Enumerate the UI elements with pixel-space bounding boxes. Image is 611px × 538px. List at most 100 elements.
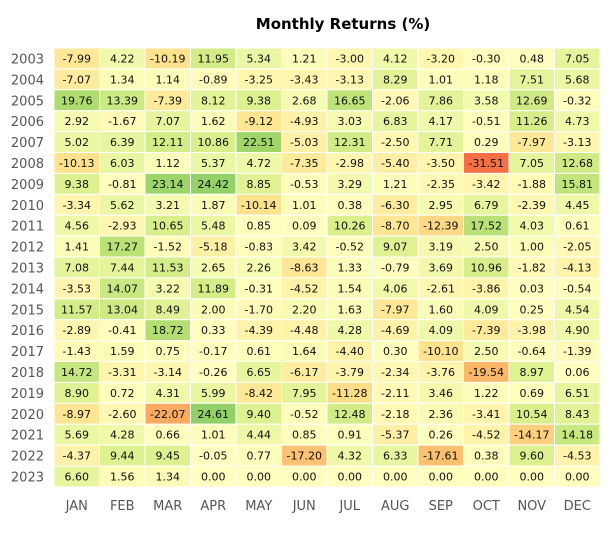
chart-title: Monthly Returns (%) bbox=[256, 15, 430, 33]
cell-value-2022-jun: -17.20 bbox=[287, 450, 322, 463]
cell-value-2015-dec: 4.54 bbox=[565, 303, 590, 316]
cell-value-2008-mar: 1.12 bbox=[156, 157, 181, 170]
cell-value-2018-feb: -3.31 bbox=[108, 366, 136, 379]
cell-value-2022-oct: 0.38 bbox=[474, 450, 499, 463]
cell-value-2010-apr: 1.87 bbox=[201, 199, 226, 212]
cell-value-2020-oct: -3.41 bbox=[472, 408, 500, 421]
cell-value-2017-aug: 0.30 bbox=[383, 345, 408, 358]
month-label-may: MAY bbox=[245, 499, 272, 514]
cell-value-2019-feb: 0.72 bbox=[110, 387, 135, 400]
cell-value-2003-aug: 4.12 bbox=[383, 52, 408, 65]
cell-value-2004-sep: 1.01 bbox=[429, 73, 454, 86]
month-label-mar: MAR bbox=[153, 499, 182, 514]
cell-value-2020-aug: -2.18 bbox=[381, 408, 409, 421]
cell-value-2010-oct: 6.79 bbox=[474, 199, 499, 212]
cell-value-2003-sep: -3.20 bbox=[427, 52, 455, 65]
cell-value-2016-jan: -2.89 bbox=[63, 324, 91, 337]
cell-value-2014-jan: -3.53 bbox=[63, 282, 91, 295]
cell-value-2016-sep: 4.09 bbox=[429, 324, 454, 337]
cell-value-2021-jan: 5.69 bbox=[65, 429, 90, 442]
year-axis-labels: 2003 2004 2005 2006 2007 2008 2009 2010 2011 2012… bbox=[11, 52, 44, 485]
cell-value-2018-oct: -19.54 bbox=[469, 366, 504, 379]
year-label-2012: 2012 bbox=[11, 241, 44, 256]
cell-value-2023-dec: 0.00 bbox=[565, 470, 590, 483]
cell-value-2016-mar: 18.72 bbox=[152, 324, 184, 337]
cell-value-2006-nov: 11.26 bbox=[516, 115, 548, 128]
month-label-jun: JUN bbox=[292, 499, 316, 514]
cell-value-2013-sep: 3.69 bbox=[429, 261, 454, 274]
cell-value-2019-mar: 4.31 bbox=[156, 387, 181, 400]
cell-value-2014-dec: -0.54 bbox=[563, 282, 591, 295]
cell-value-2019-sep: 3.46 bbox=[429, 387, 454, 400]
cell-value-2009-jan: 9.38 bbox=[65, 178, 90, 191]
cell-value-2013-nov: -1.82 bbox=[518, 261, 546, 274]
cell-value-2005-may: 9.38 bbox=[247, 94, 272, 107]
month-label-jan: JAN bbox=[65, 499, 88, 514]
cell-value-2008-feb: 6.03 bbox=[110, 157, 135, 170]
cell-value-2015-sep: 1.60 bbox=[429, 303, 454, 316]
cell-value-2010-jul: 0.38 bbox=[338, 199, 363, 212]
year-label-2018: 2018 bbox=[11, 366, 44, 381]
cell-value-2020-may: 9.40 bbox=[247, 408, 272, 421]
cell-value-2023-sep: 0.00 bbox=[429, 470, 454, 483]
cell-value-2013-oct: 10.96 bbox=[471, 261, 503, 274]
cell-value-2013-aug: -0.79 bbox=[381, 261, 409, 274]
cell-value-2016-oct: -7.39 bbox=[472, 324, 500, 337]
cell-value-2021-nov: -14.17 bbox=[514, 429, 549, 442]
year-label-2008: 2008 bbox=[11, 157, 44, 172]
cell-value-2015-apr: 2.00 bbox=[201, 303, 226, 316]
cell-value-2017-may: 0.61 bbox=[247, 345, 272, 358]
cell-value-2021-oct: -4.52 bbox=[472, 429, 500, 442]
cell-value-2008-may: 4.72 bbox=[247, 157, 272, 170]
cell-value-2018-dec: 0.06 bbox=[565, 366, 590, 379]
cell-value-2004-oct: 1.18 bbox=[474, 73, 499, 86]
cell-value-2007-jul: 12.31 bbox=[334, 136, 366, 149]
cell-value-2021-mar: 0.66 bbox=[156, 429, 181, 442]
cell-value-2011-jul: 10.26 bbox=[334, 220, 366, 233]
cell-value-2010-jun: 1.01 bbox=[292, 199, 317, 212]
cell-value-2004-nov: 7.51 bbox=[520, 73, 545, 86]
cell-value-2016-dec: 4.90 bbox=[565, 324, 590, 337]
year-label-2017: 2017 bbox=[11, 345, 44, 360]
cell-value-2020-feb: -2.60 bbox=[108, 408, 136, 421]
cell-value-2003-nov: 0.48 bbox=[520, 52, 545, 65]
cell-value-2022-nov: 9.60 bbox=[520, 450, 545, 463]
month-label-feb: FEB bbox=[110, 499, 135, 514]
year-label-2003: 2003 bbox=[11, 52, 44, 67]
cell-value-2009-may: 8.85 bbox=[247, 178, 272, 191]
cell-value-2014-oct: -3.86 bbox=[472, 282, 500, 295]
month-label-sep: SEP bbox=[429, 499, 453, 514]
cell-value-2008-sep: -3.50 bbox=[427, 157, 455, 170]
cell-value-2003-jun: 1.21 bbox=[292, 52, 317, 65]
cell-value-2013-jul: 1.33 bbox=[338, 261, 363, 274]
cell-value-2007-apr: 10.86 bbox=[198, 136, 230, 149]
cell-value-2012-jun: 3.42 bbox=[292, 241, 317, 254]
year-label-2023: 2023 bbox=[11, 470, 44, 485]
cell-value-2021-jul: 0.91 bbox=[338, 429, 363, 442]
cell-value-2006-aug: 6.83 bbox=[383, 115, 408, 128]
month-label-jul: JUL bbox=[338, 499, 360, 514]
cell-value-2003-may: 5.34 bbox=[247, 52, 272, 65]
year-label-2007: 2007 bbox=[11, 136, 44, 151]
cell-value-2011-sep: -12.39 bbox=[423, 220, 458, 233]
cell-value-2004-mar: 1.14 bbox=[156, 73, 181, 86]
cell-value-2007-may: 22.51 bbox=[243, 136, 275, 149]
cell-value-2014-nov: 0.03 bbox=[520, 282, 545, 295]
cell-value-2022-jul: 4.32 bbox=[338, 450, 363, 463]
cell-value-2005-aug: -2.06 bbox=[381, 94, 409, 107]
cell-value-2016-may: -4.39 bbox=[245, 324, 273, 337]
cell-value-2015-may: -1.70 bbox=[245, 303, 273, 316]
cell-value-2013-jan: 7.08 bbox=[65, 261, 90, 274]
cell-value-2019-aug: -2.11 bbox=[381, 387, 409, 400]
cell-value-2018-jun: -6.17 bbox=[290, 366, 318, 379]
cell-value-2010-may: -10.14 bbox=[241, 199, 276, 212]
year-label-2022: 2022 bbox=[11, 450, 44, 465]
cell-value-2021-apr: 1.01 bbox=[201, 429, 226, 442]
cell-value-2004-aug: 8.29 bbox=[383, 73, 408, 86]
cell-value-2021-sep: 0.26 bbox=[429, 429, 454, 442]
cell-value-2005-oct: 3.58 bbox=[474, 94, 499, 107]
cell-value-2023-aug: 0.00 bbox=[383, 470, 408, 483]
year-label-2006: 2006 bbox=[11, 115, 44, 130]
cell-value-2022-dec: -4.53 bbox=[563, 450, 591, 463]
cell-value-2004-dec: 5.68 bbox=[565, 73, 590, 86]
